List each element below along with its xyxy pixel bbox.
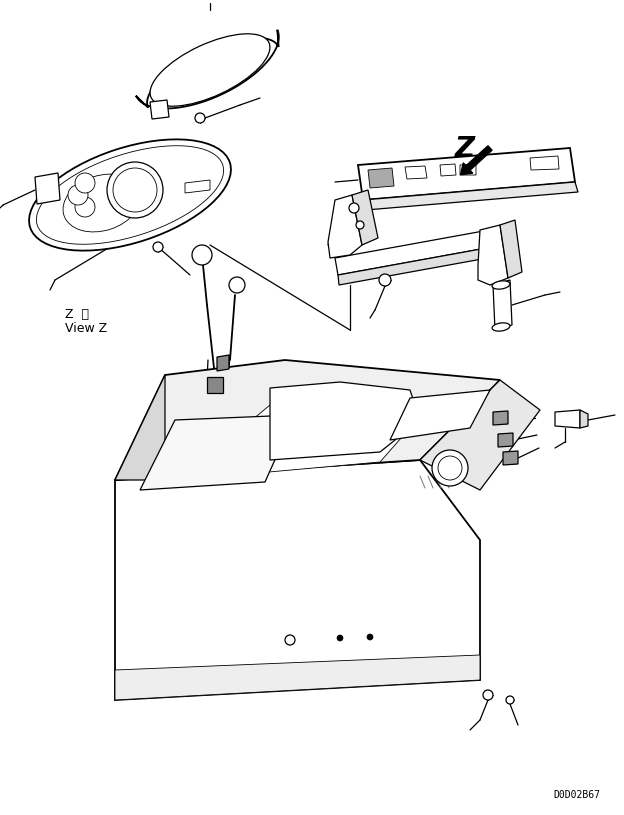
Circle shape [195,113,205,123]
Polygon shape [180,405,430,480]
Polygon shape [530,156,559,170]
Polygon shape [115,655,480,700]
Polygon shape [328,195,362,258]
Polygon shape [270,382,420,460]
Polygon shape [498,433,513,447]
Circle shape [113,168,157,212]
Polygon shape [35,173,60,204]
Circle shape [367,634,373,640]
Polygon shape [136,30,279,108]
Circle shape [506,696,514,704]
Polygon shape [140,415,295,490]
FancyArrow shape [461,146,492,174]
Polygon shape [150,100,169,119]
Polygon shape [185,180,210,193]
Circle shape [192,245,212,265]
Ellipse shape [36,146,223,244]
Circle shape [285,635,295,645]
Polygon shape [363,182,578,210]
Polygon shape [555,410,580,428]
Ellipse shape [29,139,231,251]
Polygon shape [580,410,588,428]
Polygon shape [368,168,394,188]
Polygon shape [352,190,378,245]
Circle shape [379,274,391,286]
Ellipse shape [63,174,141,232]
Polygon shape [503,451,518,465]
Polygon shape [217,355,229,371]
Text: Z  觳: Z 觳 [65,308,89,321]
Polygon shape [478,225,508,285]
Circle shape [68,185,88,205]
Polygon shape [420,380,540,490]
Circle shape [432,450,468,486]
Circle shape [349,203,359,213]
Circle shape [75,197,95,217]
Polygon shape [115,460,480,700]
Circle shape [75,173,95,193]
Polygon shape [207,377,223,393]
Circle shape [356,221,364,229]
Polygon shape [115,375,165,480]
Polygon shape [493,280,512,330]
Circle shape [337,635,343,641]
Text: Z: Z [455,135,475,163]
Circle shape [153,242,163,252]
Text: View Z: View Z [65,322,107,335]
Text: D0D02B67: D0D02B67 [553,790,600,800]
Polygon shape [115,360,500,480]
Polygon shape [493,411,508,425]
Ellipse shape [150,33,270,106]
Polygon shape [338,245,504,285]
Polygon shape [500,220,522,278]
Circle shape [107,162,163,218]
Circle shape [438,456,462,480]
Circle shape [229,277,245,293]
Polygon shape [440,164,456,176]
Polygon shape [335,228,503,275]
Polygon shape [405,166,427,179]
Ellipse shape [492,323,510,331]
Circle shape [483,690,493,700]
Ellipse shape [492,281,510,289]
Polygon shape [358,148,575,200]
Polygon shape [390,390,490,440]
Polygon shape [460,164,476,175]
